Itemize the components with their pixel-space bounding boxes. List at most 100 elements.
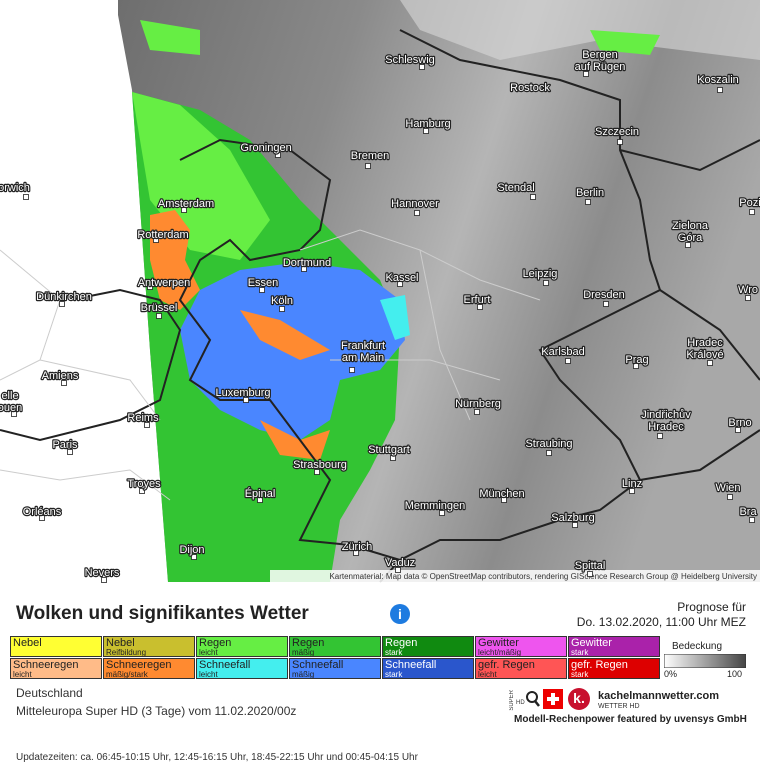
city-marker [279,306,285,312]
city-label: Stuttgart [368,444,410,456]
legend-item: Regen mäßig [289,636,381,657]
regions [0,229,541,501]
city-label: Brüssel [141,302,178,314]
city-label: Groningen [240,142,291,154]
city-marker [61,380,67,386]
magnifier [526,691,538,703]
city-marker [353,550,359,556]
city-label: Kassel [385,272,418,284]
legend-label: gefr. Regen [571,659,628,671]
city-label: Amiens [42,370,79,382]
city-marker [633,363,639,369]
logo-icons [526,688,590,710]
city-marker [257,497,263,503]
city-label: Zürich [342,541,373,553]
update-times: Updatezeiten: ca. 06:45-10:15 Uhr, 12:45… [16,752,418,763]
region: Deutschland [16,686,83,700]
city-label: Wro [738,284,758,296]
city-label: Spittal [575,560,606,572]
city-label: Wien [715,482,740,494]
brand: kachelmannwetter.com [598,690,720,702]
legend-sublabel: stark [385,670,403,679]
city-label: Nürnberg [455,398,501,410]
legend-label: Schneeregen [106,659,172,671]
city-marker [153,237,159,243]
legend-sublabel: Reifbildung [106,648,147,657]
coverage-scale [664,654,746,668]
legend-item: Nebel [10,636,102,657]
city-marker [23,194,29,200]
legend-sublabel: mäßig [292,648,315,657]
city-marker [275,152,281,158]
city-marker [477,304,483,310]
coverage-min: 0% [664,669,678,679]
city-marker [749,209,755,215]
city-label: Zielona [672,220,709,232]
legend-label: Regen [292,637,325,649]
city-marker [243,397,249,403]
precip-snow-light [380,295,410,340]
legend-label: Regen [199,637,232,649]
city-label: Strasbourg [293,459,347,471]
legend-label: Schneeregen [13,659,79,671]
legend-sublabel: leicht/mäßig [478,648,522,657]
city-label: Orléans [23,506,62,518]
city-marker [685,242,691,248]
city-label: Bremen [351,150,390,162]
legend-sublabel: stark [571,670,589,679]
city-label: Koszalin [697,74,739,86]
city-marker [259,287,265,293]
legend-label: Gewitter [478,637,519,649]
cloud-cover [400,0,760,60]
precip-rain-light [590,30,660,55]
info-icon[interactable]: i [390,604,410,624]
city-marker [439,510,445,516]
legend-label: Nebel [106,637,135,649]
city-marker [745,295,751,301]
city-marker [542,85,548,91]
legend-sublabel: stark [385,648,403,657]
legend-sublabel: leicht [199,648,218,657]
city-label: Dijon [179,544,204,556]
city-label: Dortmund [283,257,331,269]
city-marker [314,469,320,475]
k-logo [568,688,590,710]
city-label: Dresden [583,289,625,301]
sponsor: Modell-Rechenpower featured by uvensys G… [514,714,747,725]
city-marker [749,517,755,523]
precip-sleet [240,310,330,360]
city-label: Essen [248,277,279,289]
city-label: Hradec [648,421,684,433]
city-label: am Main [342,352,384,364]
city-marker [727,494,733,500]
legend-item: Schneeregen leicht [10,658,102,679]
attribution-bg [270,570,760,583]
city-label: Berlin [576,187,604,199]
legend-sublabel: leicht [478,670,497,679]
legend-label: gefr. Regen [478,659,535,671]
city-label: Szczecin [595,126,639,138]
logo-hd: HD [516,700,525,706]
swiss-flag [547,697,559,701]
city-label: Köln [271,295,293,307]
city-marker [349,367,355,373]
borders [0,29,760,583]
legend-label: Regen [385,637,418,649]
legend-item: Gewitter stark [568,636,660,657]
city-label: Hamburg [405,118,450,130]
city-marker [397,281,403,287]
logo-super: SUPER [509,690,515,711]
city-marker [583,71,589,77]
brand-sub: WETTER HD [598,703,640,710]
city-label: Memmingen [405,500,466,512]
coverage-gradient [664,654,746,668]
city-marker [603,301,609,307]
city-marker [543,280,549,286]
legend-sublabel: stark [571,648,589,657]
city-label: Prag [625,354,648,366]
model: Mitteleuropa Super HD (3 Tage) vom 11.02… [16,704,297,718]
forecast-label: Prognose für [677,600,746,614]
city-marker [735,427,741,433]
city-label: Góra [678,232,703,244]
city-marker [707,360,713,366]
